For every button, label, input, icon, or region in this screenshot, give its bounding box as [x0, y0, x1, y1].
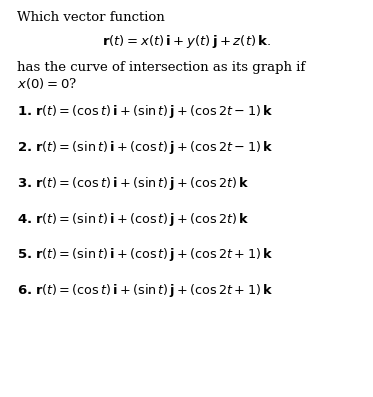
Text: $\mathbf{r}(t)  =  (\cos t)\,\mathbf{i}+(\sin t)\,\mathbf{j}+(\cos 2t+1)\,\mathb: $\mathbf{r}(t) = (\cos t)\,\mathbf{i}+(\… [35, 282, 273, 299]
Text: $\mathbf{6.}$: $\mathbf{6.}$ [17, 284, 32, 297]
Text: $\mathbf{5.}$: $\mathbf{5.}$ [17, 249, 32, 261]
Text: $\mathbf{4.}$: $\mathbf{4.}$ [17, 213, 32, 225]
Text: $\mathbf{r}(t)  =  (\sin t)\,\mathbf{i}+(\cos t)\,\mathbf{j}+(\cos 2t-1)\,\mathb: $\mathbf{r}(t) = (\sin t)\,\mathbf{i}+(\… [35, 139, 273, 156]
Text: $\mathbf{r}(t)  =  x(t)\,\mathbf{i}+y(t)\,\mathbf{j}+z(t)\,\mathbf{k}.$: $\mathbf{r}(t) = x(t)\,\mathbf{i}+y(t)\,… [102, 33, 271, 50]
Text: $\mathbf{3.}$: $\mathbf{3.}$ [17, 177, 32, 190]
Text: $x(0) = 0$?: $x(0) = 0$? [17, 76, 77, 91]
Text: has the curve of intersection as its graph if: has the curve of intersection as its gra… [17, 61, 305, 74]
Text: $\mathbf{2.}$: $\mathbf{2.}$ [17, 141, 32, 154]
Text: $\mathbf{1.}$: $\mathbf{1.}$ [17, 106, 32, 118]
Text: Which vector function: Which vector function [17, 12, 164, 24]
Text: $\mathbf{r}(t)  =  (\sin t)\,\mathbf{i}+(\cos t)\,\mathbf{j}+(\cos 2t)\,\mathbf{: $\mathbf{r}(t) = (\sin t)\,\mathbf{i}+(\… [35, 211, 250, 227]
Text: $\mathbf{r}(t)  =  (\sin t)\,\mathbf{i}+(\cos t)\,\mathbf{j}+(\cos 2t+1)\,\mathb: $\mathbf{r}(t) = (\sin t)\,\mathbf{i}+(\… [35, 247, 273, 263]
Text: $\mathbf{r}(t)  =  (\cos t)\,\mathbf{i}+(\sin t)\,\mathbf{j}+(\cos 2t)\,\mathbf{: $\mathbf{r}(t) = (\cos t)\,\mathbf{i}+(\… [35, 175, 250, 192]
Text: $\mathbf{r}(t)  =  (\cos t)\,\mathbf{i}+(\sin t)\,\mathbf{j}+(\cos 2t-1)\,\mathb: $\mathbf{r}(t) = (\cos t)\,\mathbf{i}+(\… [35, 104, 273, 120]
